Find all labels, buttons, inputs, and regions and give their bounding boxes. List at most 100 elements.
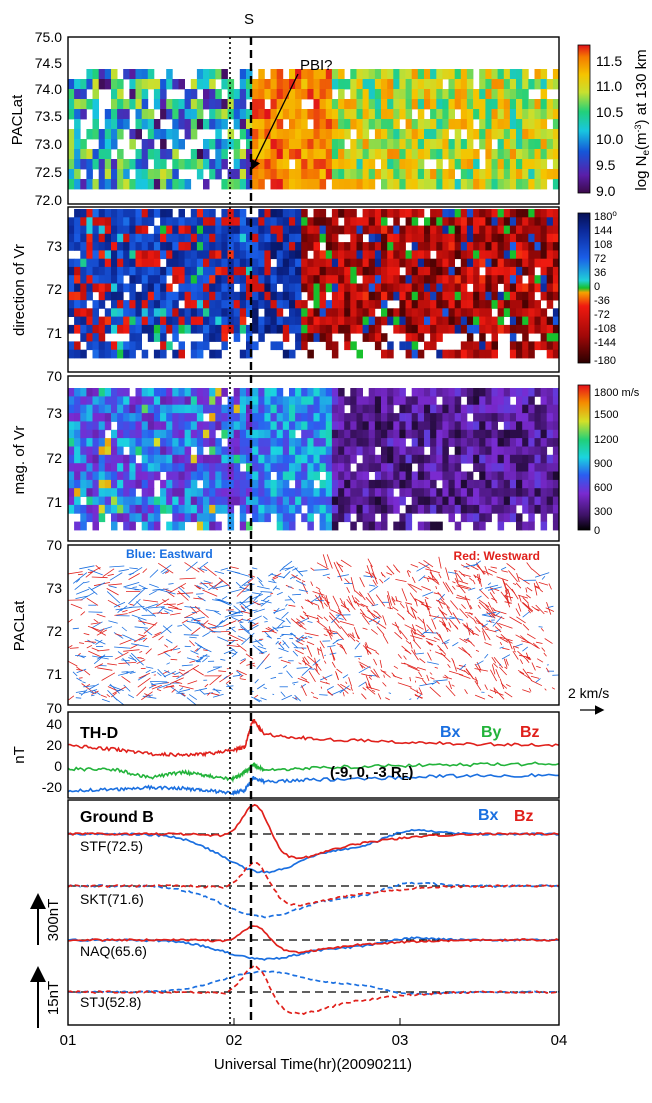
direction-cell <box>325 300 333 309</box>
magnitude-cell <box>546 413 554 422</box>
density-cell <box>227 139 235 150</box>
magnitude-cell <box>350 504 357 514</box>
direction-cell <box>491 233 498 243</box>
velocity-vector <box>157 668 166 678</box>
direction-cell <box>184 233 192 243</box>
magnitude-cell <box>190 513 198 523</box>
magnitude-cell <box>491 479 498 489</box>
direction-cell <box>68 258 75 268</box>
direction-cell <box>509 308 517 317</box>
direction-cell <box>454 225 462 235</box>
direction-cell <box>117 266 124 276</box>
density-cell <box>393 179 400 190</box>
direction-cell <box>282 233 290 243</box>
magnitude-cell <box>270 388 277 397</box>
direction-cell <box>307 308 314 317</box>
density-cell <box>215 159 222 170</box>
magnitude-cell <box>129 421 136 431</box>
magnitude-cell <box>540 521 548 531</box>
velocity-vector <box>281 611 289 619</box>
direction-cell <box>190 341 198 351</box>
velocity-vector <box>534 586 540 589</box>
density-cell <box>166 179 173 190</box>
direction-cell <box>436 349 443 359</box>
velocity-vector <box>439 649 444 652</box>
magnitude-cell <box>184 479 192 489</box>
magnitude-cell <box>190 471 198 481</box>
density-cell <box>522 79 529 90</box>
magnitude-cell <box>424 413 431 422</box>
direction-cell <box>473 225 480 235</box>
direction-y-axis: direction of Vr 73 72 71 70 <box>11 238 62 384</box>
magnitude-cell <box>153 454 161 464</box>
magnitude-cell <box>405 479 413 489</box>
velocity-vector <box>122 609 128 613</box>
magnitude-cell <box>104 496 112 506</box>
direction-cell <box>442 300 449 309</box>
density-cell <box>368 159 376 170</box>
velocity-vector <box>522 689 531 693</box>
velocity-vector <box>321 595 325 599</box>
density-cell <box>368 99 376 110</box>
velocity-vector <box>254 679 259 684</box>
velocity-vector <box>415 676 424 680</box>
magnitude-cell <box>209 488 216 497</box>
direction-cell <box>209 283 216 293</box>
direction-cell <box>184 283 192 293</box>
velocity-vector <box>170 612 181 616</box>
magnitude-cell <box>209 471 216 481</box>
magnitude-cell <box>215 496 222 506</box>
density-cell <box>503 89 511 100</box>
direction-cell <box>123 250 130 260</box>
direction-cell <box>485 266 492 276</box>
velocity-vector <box>246 617 252 621</box>
density-cell <box>111 79 118 90</box>
velocity-vector <box>209 630 221 633</box>
direction-cell <box>129 250 136 260</box>
velocity-vector <box>325 595 331 610</box>
magnitude-cell <box>417 504 425 514</box>
velocity-vector <box>310 691 314 695</box>
magnitude-cell <box>153 513 161 523</box>
magnitude-cell <box>436 388 443 397</box>
magnitude-cell <box>448 413 455 422</box>
density-cell <box>509 169 517 180</box>
velocity-vector <box>515 634 527 642</box>
magnitude-cell <box>497 479 505 489</box>
density-cell <box>436 149 443 160</box>
direction-cell <box>454 233 462 243</box>
velocity-vector <box>264 665 272 670</box>
direction-cell <box>344 291 351 301</box>
direction-cell <box>203 341 210 351</box>
magnitude-cell <box>123 496 130 506</box>
magnitude-cell <box>141 496 149 506</box>
velocity-vector <box>303 656 310 665</box>
magnitude-cell <box>264 496 271 506</box>
magnitude-cell <box>141 463 149 472</box>
magnitude-cell <box>135 513 142 523</box>
direction-cell <box>436 316 443 326</box>
direction-cell <box>92 333 99 342</box>
density-cell <box>264 169 271 180</box>
direction-cell <box>436 258 443 268</box>
direction-cell <box>338 250 345 260</box>
direction-cell <box>319 258 327 268</box>
direction-cell <box>258 275 265 284</box>
direction-cell <box>147 300 155 309</box>
direction-cell <box>160 349 167 359</box>
magnitude-cell <box>270 463 277 472</box>
density-cell <box>307 159 314 170</box>
magnitude-cell <box>424 429 431 439</box>
magnitude-cell <box>516 454 523 464</box>
velocity-vector <box>76 669 83 671</box>
velocity-vector <box>368 676 372 680</box>
direction-cell <box>393 233 400 243</box>
magnitude-cell <box>80 463 87 472</box>
velocity-vector <box>495 668 500 679</box>
velocity-vector <box>477 604 481 609</box>
direction-cell <box>546 283 554 293</box>
magnitude-cell <box>307 429 314 439</box>
magnitude-cell <box>117 463 124 472</box>
velocity-vector <box>481 627 491 641</box>
magnitude-cell <box>399 404 406 414</box>
